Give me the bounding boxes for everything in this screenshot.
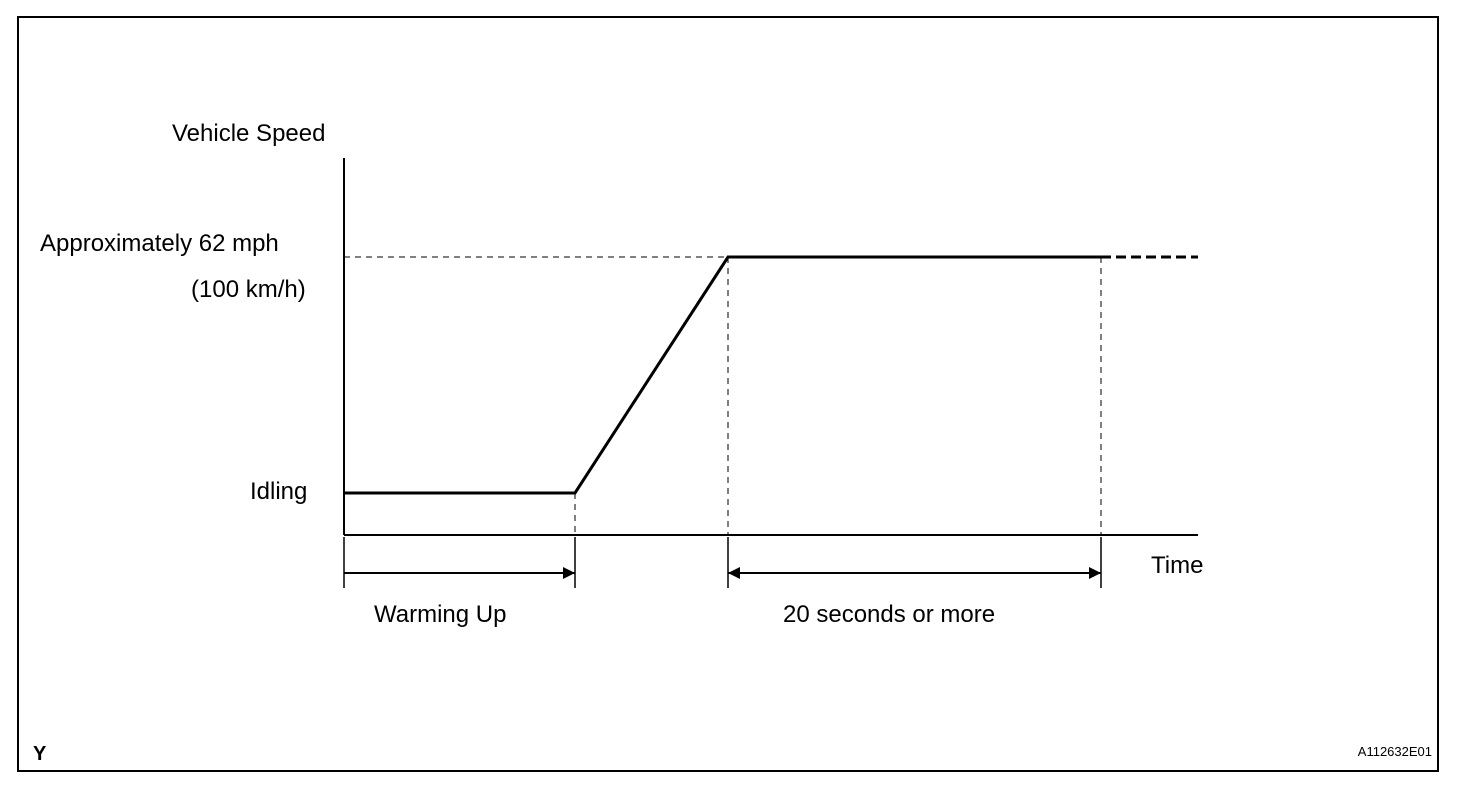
figure-id-label: A112632E01 [1358, 744, 1432, 759]
speed-profile-line [344, 255, 1101, 495]
target-speed-label: Approximately 62 mph [40, 230, 279, 257]
idle-label: Idling [250, 478, 307, 505]
diagram-frame [17, 16, 1439, 772]
corner-mark-left: Y [33, 743, 47, 765]
hold-duration-label: 20 seconds or more [783, 601, 995, 628]
warmup-label: Warming Up [374, 601, 506, 628]
y-axis-label: Vehicle Speed [172, 120, 325, 147]
target-speed-metric-label: (100 km/h) [191, 276, 306, 303]
x-axis-label: Time [1151, 552, 1203, 579]
